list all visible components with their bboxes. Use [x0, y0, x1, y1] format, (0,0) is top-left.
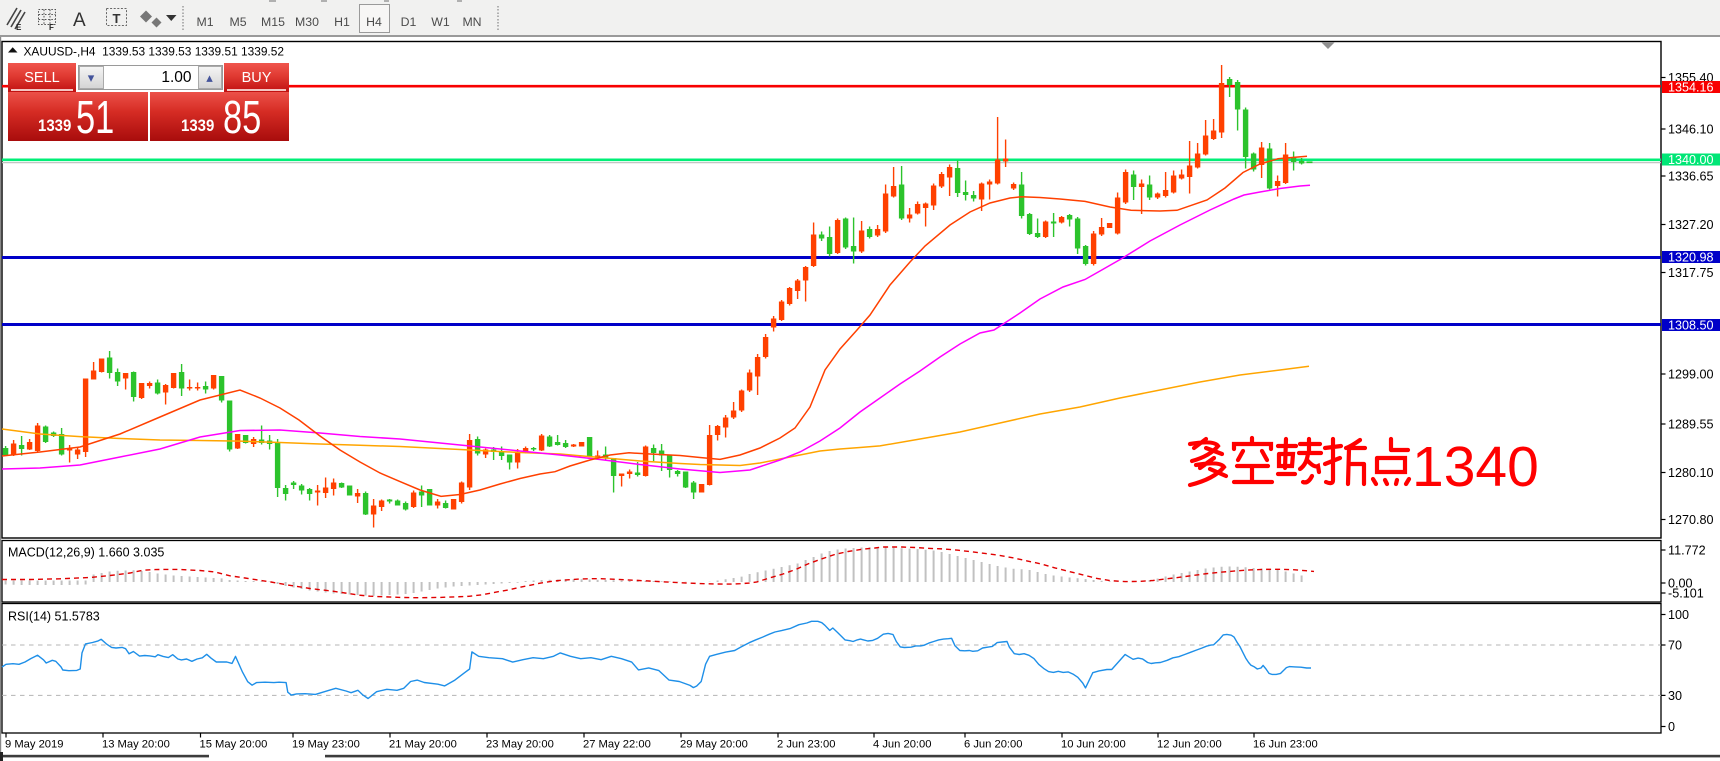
svg-text:70: 70	[1668, 639, 1682, 653]
svg-text:29 May 20:00: 29 May 20:00	[680, 739, 748, 751]
svg-text:15 May 20:00: 15 May 20:00	[200, 739, 268, 751]
svg-text:T: T	[113, 11, 121, 26]
svg-text:100: 100	[1668, 608, 1689, 622]
svg-text:1270.80: 1270.80	[1668, 513, 1714, 527]
svg-text:30: 30	[1668, 689, 1682, 703]
svg-text:1327.20: 1327.20	[1668, 218, 1714, 232]
svg-text:12 Jun 20:00: 12 Jun 20:00	[1157, 739, 1222, 751]
svg-text:XAUUSD-,H4 1339.53 1339.53 13: XAUUSD-,H4 1339.53 1339.53 1339.51 1339.…	[24, 45, 285, 59]
svg-text:23 May 20:00: 23 May 20:00	[486, 739, 554, 751]
svg-text:1289.55: 1289.55	[1668, 418, 1714, 432]
svg-text:1354.16: 1354.16	[1668, 81, 1714, 95]
svg-text:9 May 2019: 9 May 2019	[5, 739, 63, 751]
svg-text:1336.65: 1336.65	[1668, 170, 1714, 184]
svg-text:1317.75: 1317.75	[1668, 266, 1714, 280]
svg-text:4 Jun 20:00: 4 Jun 20:00	[873, 739, 931, 751]
svg-text:0: 0	[1668, 720, 1675, 734]
svg-text:MACD(12,26,9) 1.660 3.035: MACD(12,26,9) 1.660 3.035	[8, 546, 164, 560]
svg-text:0.00: 0.00	[1668, 577, 1693, 591]
svg-text:11.772: 11.772	[1668, 544, 1706, 558]
svg-text:19 May 23:00: 19 May 23:00	[292, 739, 360, 751]
svg-text:1320.98: 1320.98	[1668, 251, 1714, 265]
svg-text:E: E	[16, 23, 22, 32]
svg-text:1340.00: 1340.00	[1668, 153, 1714, 167]
svg-text:A: A	[73, 10, 86, 31]
svg-text:16 Jun 23:00: 16 Jun 23:00	[1253, 739, 1318, 751]
svg-text:2 Jun 23:00: 2 Jun 23:00	[777, 739, 835, 751]
svg-text:-5.101: -5.101	[1668, 587, 1704, 601]
svg-text:1340: 1340	[1412, 435, 1539, 499]
svg-text:1308.50: 1308.50	[1668, 319, 1714, 333]
svg-text:6 Jun 20:00: 6 Jun 20:00	[964, 739, 1022, 751]
svg-text:1346.10: 1346.10	[1668, 123, 1714, 137]
svg-text:27 May 22:00: 27 May 22:00	[583, 739, 651, 751]
svg-text:RSI(14) 51.5783: RSI(14) 51.5783	[8, 610, 100, 624]
svg-text:1299.00: 1299.00	[1668, 368, 1714, 382]
svg-text:F: F	[49, 23, 54, 32]
svg-text:1280.10: 1280.10	[1668, 466, 1714, 480]
svg-text:21 May 20:00: 21 May 20:00	[389, 739, 457, 751]
svg-text:10 Jun 20:00: 10 Jun 20:00	[1061, 739, 1126, 751]
svg-text:13 May 20:00: 13 May 20:00	[102, 739, 170, 751]
